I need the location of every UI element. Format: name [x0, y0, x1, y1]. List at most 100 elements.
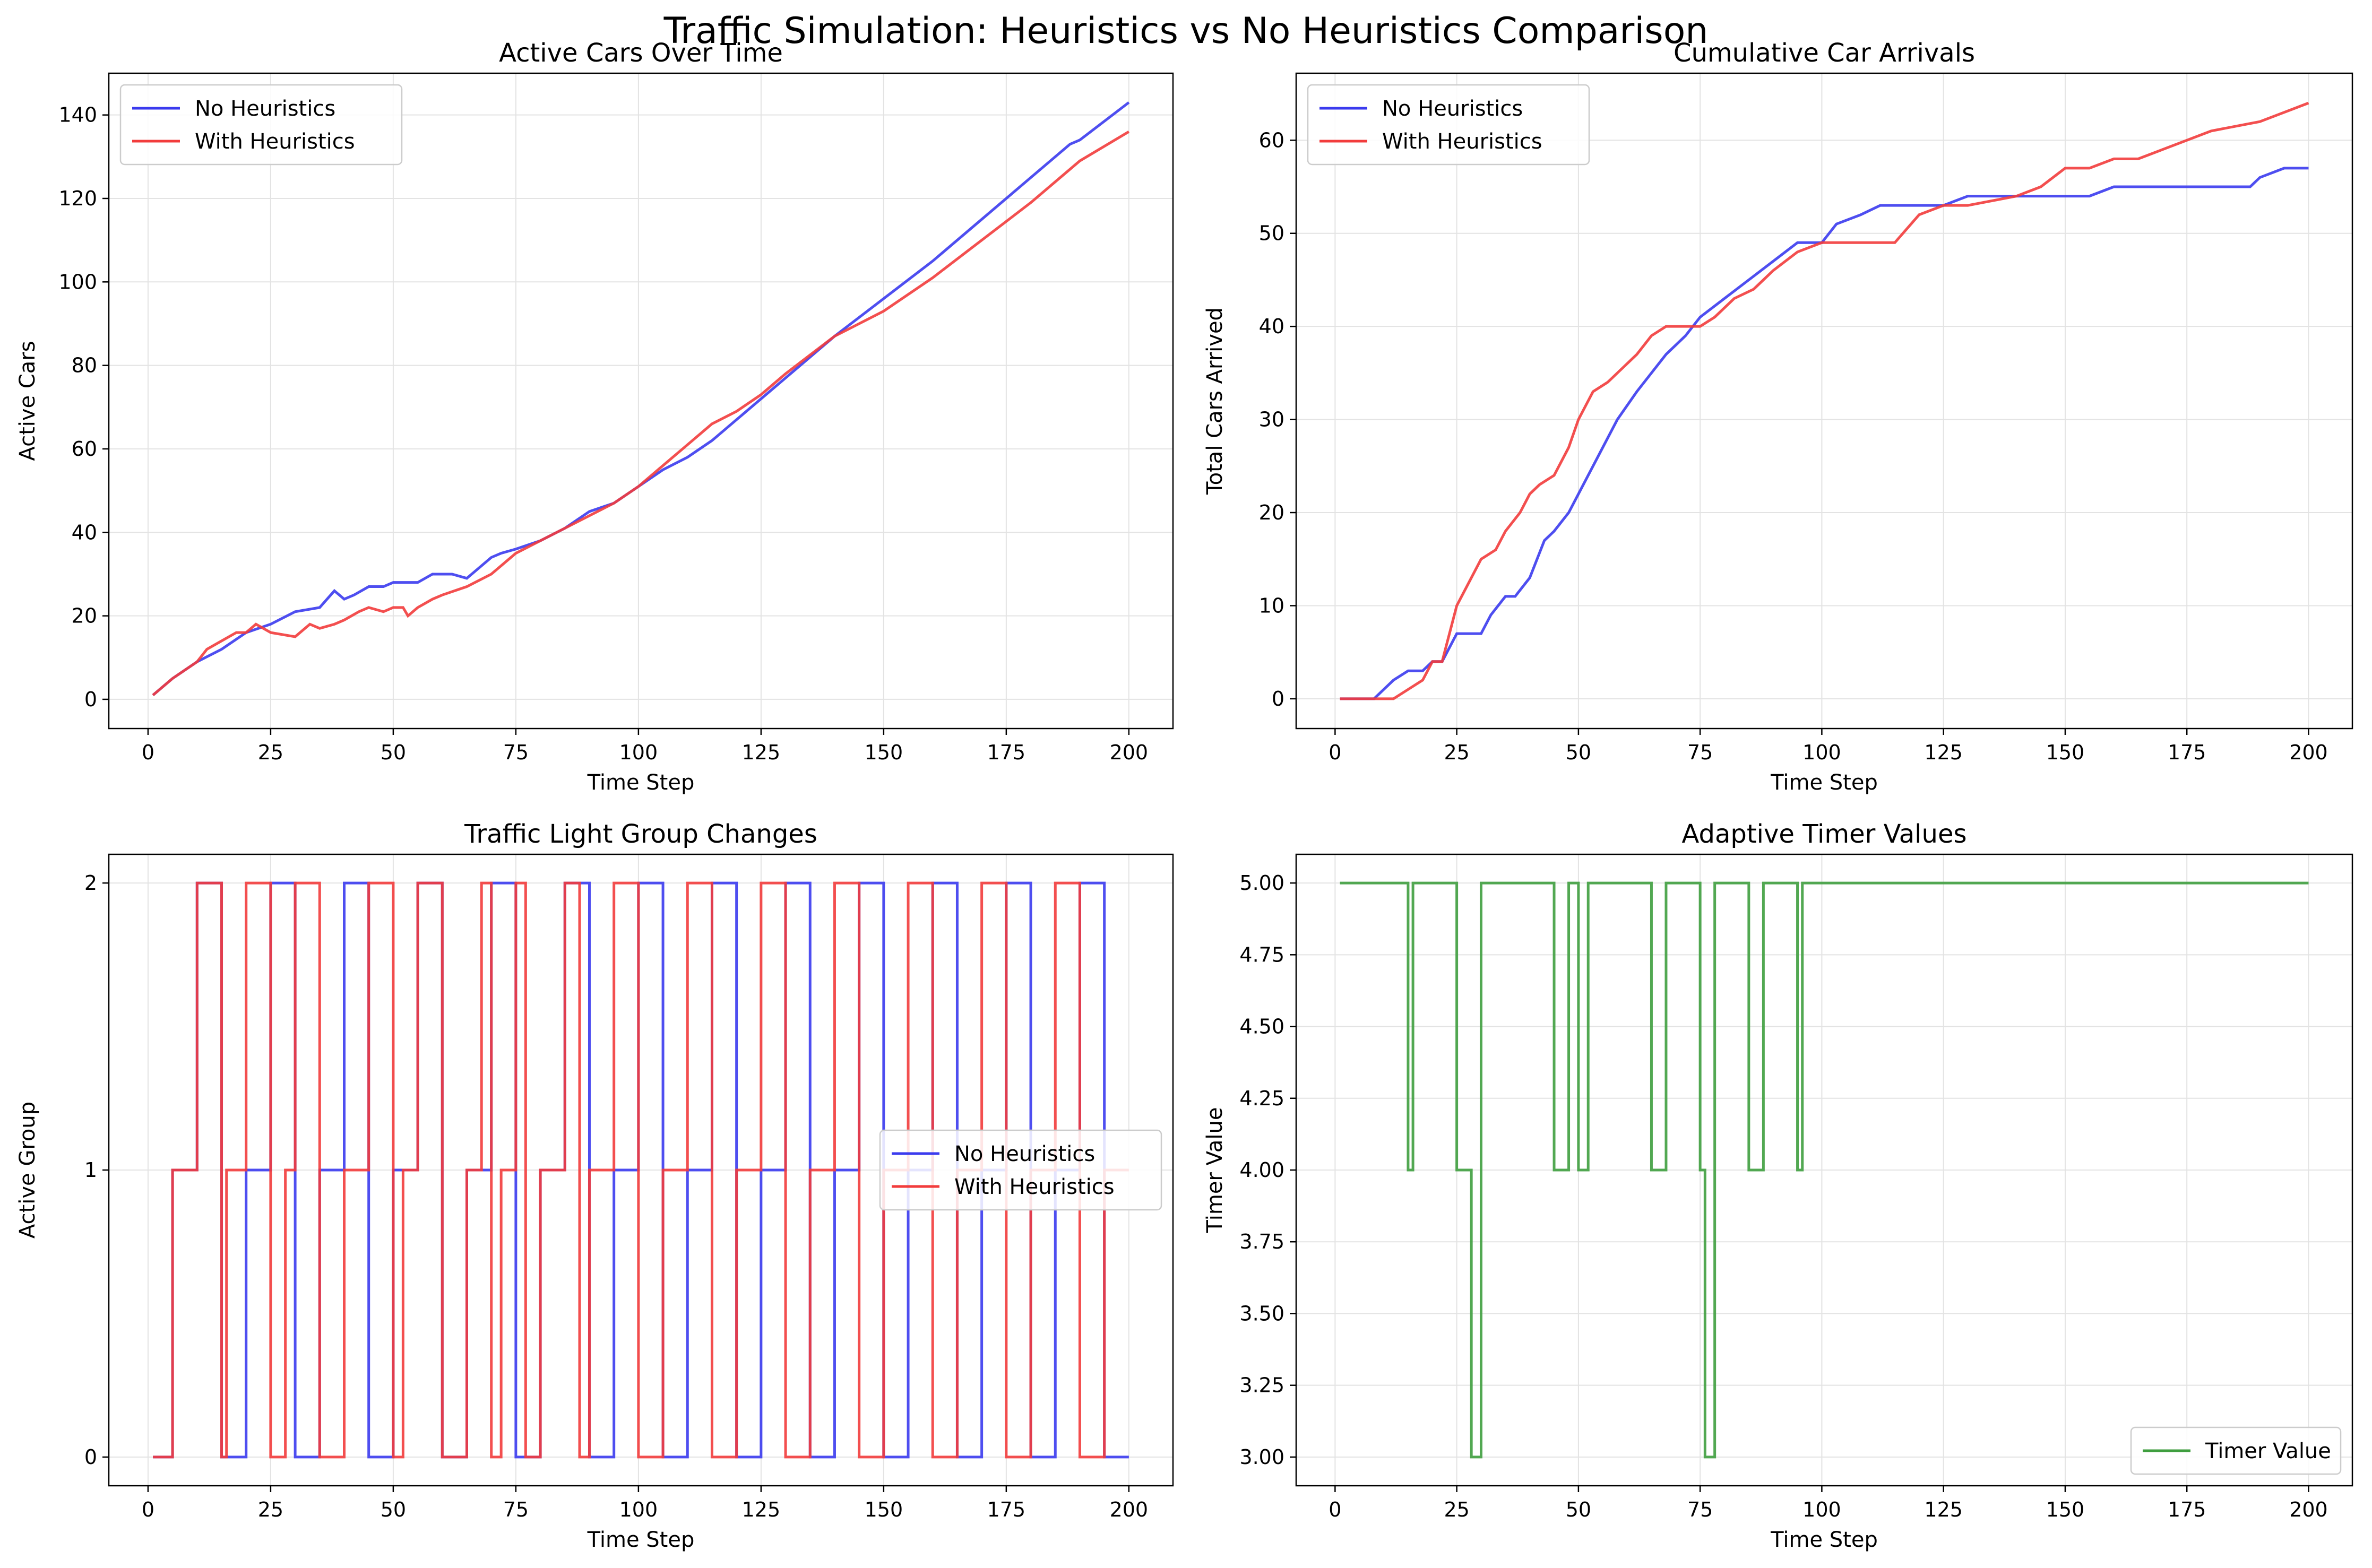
legend: No Heuristics With Heuristics: [1307, 84, 1590, 166]
y-tick-label: 0: [84, 688, 97, 711]
x-tick-label: 100: [619, 1498, 658, 1521]
x-tick-label: 175: [2168, 1498, 2206, 1521]
x-axis-label: Time Step: [1770, 770, 1878, 795]
x-tick-label: 200: [2289, 1498, 2328, 1521]
y-axis-label: Total Cars Arrived: [1203, 307, 1227, 495]
chart-title: Cumulative Car Arrivals: [1674, 38, 1975, 68]
x-tick-label: 25: [258, 741, 283, 764]
y-tick-label: 3.25: [1239, 1374, 1284, 1397]
y-tick-label: 4.25: [1239, 1087, 1284, 1110]
group-changes-chart: 0 25 50 75 100 125 150 175 200 0 1 2 Traffic Light G…: [15, 819, 1174, 1552]
y-tick-label: 3.00: [1239, 1445, 1284, 1469]
legend-entry: With Heuristics: [195, 129, 355, 154]
x-tick-label: 25: [258, 1498, 283, 1521]
x-tick-label: 0: [142, 741, 154, 764]
y-tick-label: 60: [72, 437, 97, 461]
x-tick-label: 150: [865, 741, 903, 764]
legend: No Heuristics With Heuristics: [119, 84, 403, 166]
legend-entry: No Heuristics: [954, 1142, 1095, 1166]
x-tick-label: 75: [1687, 1498, 1713, 1521]
x-tick-label: 200: [1110, 741, 1149, 764]
y-tick-label: 4.50: [1239, 1015, 1284, 1038]
x-tick-label: 50: [1566, 1498, 1591, 1521]
y-tick-label: 1: [84, 1158, 97, 1182]
x-tick-label: 50: [381, 741, 406, 764]
x-tick-label: 200: [2289, 741, 2328, 764]
legend-entry: With Heuristics: [954, 1175, 1115, 1199]
y-tick-label: 20: [1259, 501, 1284, 524]
x-tick-label: 100: [619, 741, 658, 764]
x-tick-label: 0: [1329, 741, 1341, 764]
y-tick-label: 4.75: [1239, 943, 1284, 966]
x-axis-label: Time Step: [587, 1528, 695, 1552]
legend-entry: Timer Value: [2205, 1439, 2331, 1463]
series-line-0: [152, 101, 1130, 696]
x-tick-label: 200: [1110, 1498, 1149, 1521]
x-tick-label: 75: [503, 1498, 529, 1521]
x-tick-label: 100: [1802, 741, 1841, 764]
series-line-0: [1340, 167, 2309, 700]
x-tick-label: 0: [142, 1498, 154, 1521]
y-axis-label: Timer Value: [1203, 1107, 1227, 1234]
y-tick-label: 50: [1259, 222, 1284, 245]
x-tick-label: 100: [1802, 1498, 1841, 1521]
y-axis-label: Active Group: [15, 1102, 40, 1238]
series-line-1: [152, 130, 1130, 696]
chart-title: Active Cars Over Time: [499, 38, 783, 68]
y-tick-label: 140: [58, 103, 97, 127]
y-tick-label: 60: [1259, 128, 1284, 152]
x-tick-label: 25: [1444, 1498, 1469, 1521]
x-tick-label: 75: [503, 741, 529, 764]
y-axis-label: Active Cars: [15, 341, 40, 461]
y-tick-label: 100: [58, 270, 97, 293]
x-tick-label: 175: [987, 1498, 1026, 1521]
chart-title: Adaptive Timer Values: [1682, 819, 1967, 849]
y-tick-label: 40: [1259, 315, 1284, 338]
x-tick-label: 150: [865, 1498, 903, 1521]
legend-box: [119, 84, 403, 166]
axes-frame: [108, 72, 1174, 730]
x-tick-label: 175: [987, 741, 1026, 764]
y-tick-label: 3.75: [1239, 1230, 1284, 1253]
y-tick-label: 0: [1272, 687, 1284, 711]
y-tick-label: 30: [1259, 408, 1284, 431]
y-tick-label: 80: [72, 354, 97, 377]
y-tick-label: 4.00: [1239, 1158, 1284, 1182]
x-tick-label: 25: [1444, 741, 1469, 764]
chart-title: Traffic Light Group Changes: [464, 819, 817, 849]
x-tick-label: 125: [1924, 1498, 1963, 1521]
legend-box: [2130, 1426, 2342, 1475]
y-tick-label: 10: [1259, 594, 1284, 617]
y-tick-label: 120: [58, 187, 97, 210]
legend-entry: No Heuristics: [195, 97, 335, 121]
series-line-1: [1340, 101, 2309, 700]
x-tick-label: 125: [1924, 741, 1963, 764]
x-tick-label: 150: [2046, 741, 2085, 764]
x-axis-label: Time Step: [587, 770, 695, 795]
legend-box: [879, 1129, 1162, 1211]
y-tick-label: 5.00: [1239, 871, 1284, 895]
x-tick-label: 50: [381, 1498, 406, 1521]
x-axis-label: Time Step: [1770, 1528, 1878, 1552]
y-tick-label: 20: [72, 604, 97, 628]
x-tick-label: 0: [1329, 1498, 1341, 1521]
legend-entry: No Heuristics: [1382, 97, 1523, 121]
x-tick-label: 75: [1687, 741, 1713, 764]
figure-title: Traffic Simulation: Heuristics vs No Heu…: [663, 10, 1709, 52]
legend: No Heuristics With Heuristics: [879, 1129, 1162, 1211]
legend-entry: With Heuristics: [1382, 129, 1542, 154]
y-tick-label: 40: [72, 521, 97, 544]
legend: Timer Value: [2130, 1426, 2342, 1475]
legend-box: [1307, 84, 1590, 166]
x-tick-label: 50: [1566, 741, 1591, 764]
y-tick-label: 0: [84, 1445, 97, 1469]
x-tick-label: 125: [742, 741, 781, 764]
x-tick-label: 175: [2168, 741, 2206, 764]
active-cars-chart: 0 25 50 75 100 125 150 175 200 0 20 40 60 80 100 120 140…: [15, 38, 1174, 795]
adaptive-timer-chart: 0 25 50 75 100 125 150 175 200 3.00 3.25 3.50 3.75 4.…: [1203, 819, 2353, 1552]
series-line-0: [1340, 881, 2309, 1459]
x-tick-label: 125: [742, 1498, 781, 1521]
x-tick-label: 150: [2046, 1498, 2085, 1521]
axes-frame: [1295, 72, 2353, 730]
